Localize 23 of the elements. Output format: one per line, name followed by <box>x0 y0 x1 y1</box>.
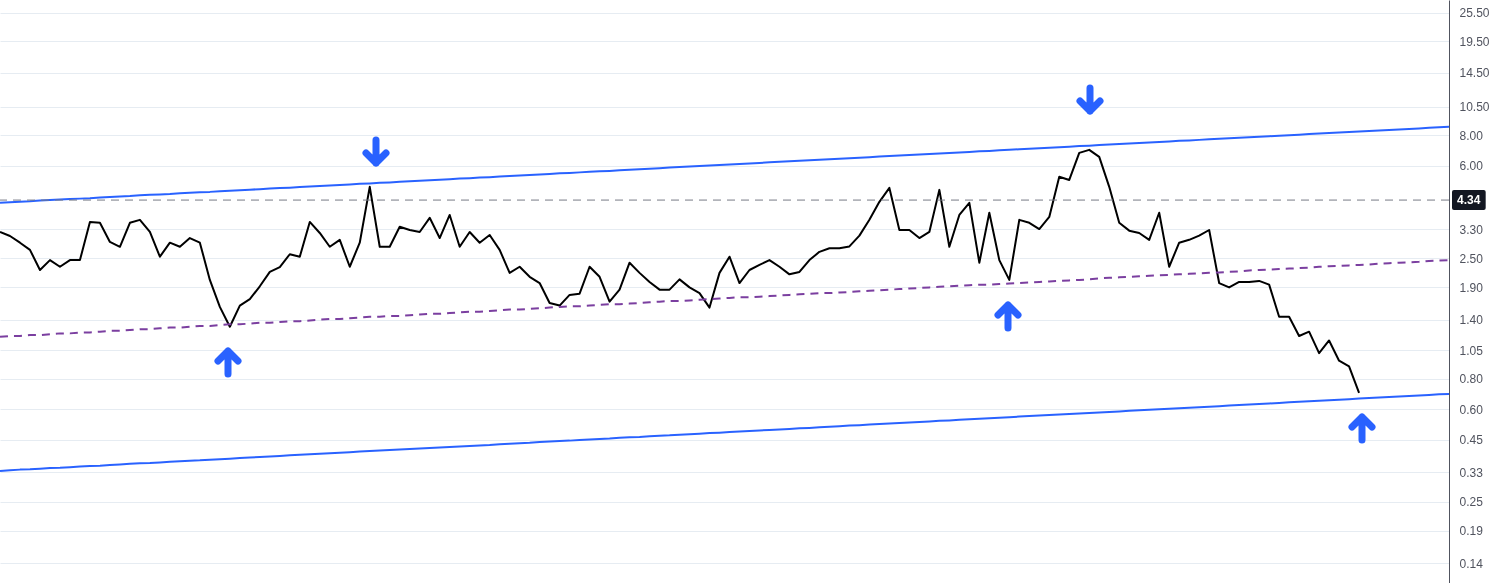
ref-line-label: 4.34 <box>1457 193 1481 208</box>
y-tick-label: 0.33 <box>1459 465 1484 480</box>
y-tick-label: 1.40 <box>1459 313 1484 328</box>
y-tick-label: 2.50 <box>1459 251 1484 266</box>
y-tick-label: 0.25 <box>1459 495 1484 510</box>
y-tick-label: 0.14 <box>1459 556 1484 571</box>
line-series <box>0 392 1449 472</box>
line-series <box>0 148 1361 394</box>
y-tick-label: 25.50 <box>1459 6 1490 21</box>
y-tick-label: 14.50 <box>1459 66 1490 81</box>
y-tick-label: 0.60 <box>1459 402 1484 417</box>
line-series <box>0 259 1449 338</box>
y-tick-label: 0.19 <box>1459 524 1484 539</box>
y-tick-label: 19.50 <box>1459 34 1490 49</box>
y-tick-label: 8.00 <box>1459 128 1484 143</box>
y-tick-label: 10.50 <box>1459 100 1490 115</box>
y-tick-label: 0.80 <box>1459 372 1484 387</box>
y-tick-label: 1.90 <box>1459 280 1484 295</box>
y-tick-label: 1.05 <box>1459 343 1484 358</box>
y-tick-label: 6.00 <box>1459 159 1484 174</box>
y-tick-label: 0.45 <box>1459 433 1484 448</box>
line-series <box>0 125 1449 204</box>
y-tick-label: 3.30 <box>1459 222 1484 237</box>
